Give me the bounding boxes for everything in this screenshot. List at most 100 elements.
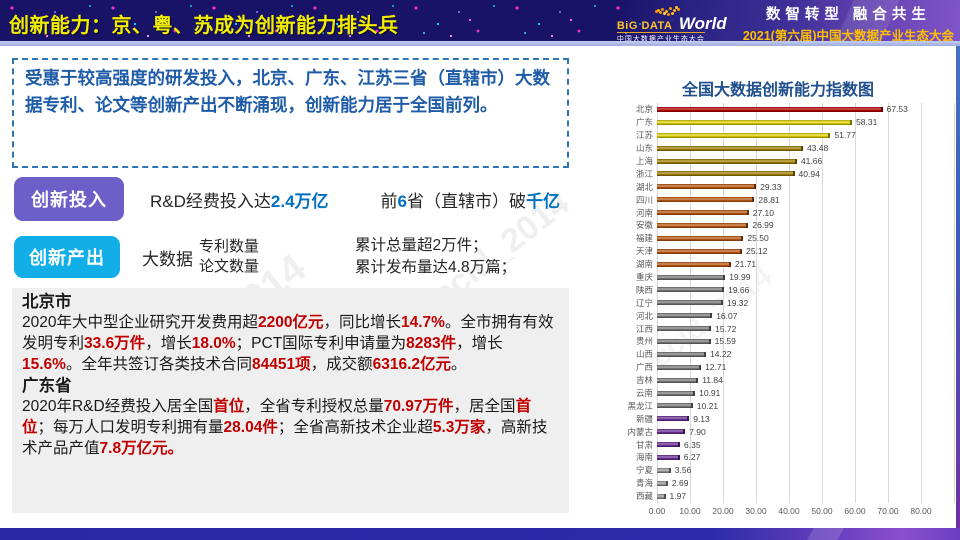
- bar-value-label: 9.13: [693, 413, 710, 424]
- bar-category-label: 重庆: [635, 272, 653, 283]
- header-divider: [0, 41, 960, 46]
- bar-value-label: 6.27: [683, 452, 701, 463]
- bar-value-label: 51.77: [834, 130, 856, 141]
- chart-bar-row: 山东 43.48: [601, 142, 955, 155]
- beijing-heading: 北京市: [22, 293, 72, 311]
- chart-bar: [657, 132, 831, 138]
- chart-bar-row: 甘肃 6.35: [601, 438, 955, 451]
- province-detail-box: 北京市 2020年大中型企业研究开发费用超2200亿元，同比增长14.7%。全市…: [12, 288, 569, 513]
- chart-bar: [657, 300, 723, 306]
- bar-value-label: 28.81: [758, 194, 780, 205]
- chart-bar-row: 河南 27.10: [601, 206, 955, 219]
- bar-value-label: 15.72: [715, 323, 737, 334]
- bar-value-label: 29.33: [760, 181, 782, 192]
- bar-category-label: 湖北: [635, 181, 653, 192]
- innovation-output-row: 创新产出 大数据 专利数量 论文数量 累计总量超2万件； 累计发布量达4.8万篇…: [14, 235, 516, 280]
- bar-category-label: 辽宁: [635, 297, 653, 308]
- bar-value-label: 7.90: [689, 426, 706, 437]
- bar-category-label: 福建: [635, 233, 653, 244]
- right-edge-accent: [956, 46, 960, 528]
- chart-bar: [657, 429, 686, 435]
- bar-value-label: 27.10: [752, 207, 774, 218]
- chart-bar: [657, 454, 680, 460]
- chart-bar-row: 青海 2.69: [601, 477, 955, 490]
- chart-bar-row: 黑龙江 10.21: [601, 399, 955, 412]
- bar-value-label: 19.99: [729, 272, 751, 283]
- chart-bar: [657, 171, 795, 177]
- innovation-investment-badge: 创新投入: [14, 177, 124, 221]
- investment-fact-2: 前6省（直辖市）破千亿: [380, 191, 561, 211]
- chart-bar-row: 湖南 21.71: [601, 258, 955, 271]
- chart-bar-row: 北京 67.53: [601, 103, 955, 116]
- gridline: [855, 103, 856, 503]
- bar-value-label: 10.21: [696, 400, 719, 411]
- gridline: [920, 103, 922, 503]
- gridline: [822, 103, 823, 503]
- conference-brand: BiG DATA World 中国大数据产业生态大会 数智转型 融合共生 202…: [616, 3, 954, 44]
- conference-name: 2021(第六届)中国大数据产业生态大会: [742, 29, 954, 43]
- chart-x-axis: 0.00 10.00 20.00 30.00 40.00 50.00 60.00 70.00 8…: [649, 503, 954, 517]
- chart-bar: [657, 416, 690, 422]
- chart-bar: [657, 210, 749, 216]
- gridline: [954, 103, 955, 503]
- bar-category-label: 河北: [635, 310, 653, 321]
- chart-bar-row: 山西 14.22: [601, 348, 955, 361]
- bar-value-label: 19.32: [726, 297, 749, 308]
- header-brand-background: [620, 0, 960, 41]
- guangdong-paragraph: 2020年R&D经费投入居全国首位，全省专利授权总量70.97万件，居全国首位；…: [22, 398, 548, 457]
- bar-value-label: 67.53: [886, 104, 908, 115]
- bar-value-label: 19.66: [728, 284, 750, 295]
- chart-bar: [657, 326, 712, 332]
- chart-bar: [657, 235, 744, 241]
- chart-bar-row: 辽宁 19.32: [601, 296, 955, 309]
- bar-category-label: 广东: [635, 117, 653, 128]
- chart-bar-row: 重庆 19.99: [601, 271, 955, 284]
- bar-category-label: 天津: [635, 246, 653, 257]
- bar-value-label: 41.66: [800, 156, 823, 166]
- chart-bar-row: 上海 41.66: [601, 155, 955, 168]
- x-axis-tick-label: 80.00: [910, 505, 932, 516]
- intro-summary-box: 受惠于较高强度的研发投入，北京、广东、江苏三省（直辖市）大数据专利、论文等创新产…: [12, 58, 569, 168]
- chart-bar: [657, 390, 696, 396]
- x-axis-tick-label: 10.00: [679, 505, 701, 516]
- chart-bar: [657, 364, 702, 370]
- bar-value-label: 21.71: [734, 259, 757, 270]
- chart-bar-row: 江苏 51.77: [601, 129, 955, 142]
- chart-bar: [657, 467, 671, 473]
- chart-bar: [657, 106, 883, 112]
- chart-title: 全国大数据创新能力指数图: [681, 82, 874, 99]
- x-axis-tick-label: 50.00: [811, 505, 833, 516]
- chart-bar: [657, 377, 699, 383]
- gridline: [888, 103, 889, 503]
- beijing-paragraph: 2020年大中型企业研究开发费用超2200亿元，同比增长14.7%。全市拥有有效…: [22, 314, 554, 373]
- bar-category-label: 浙江: [635, 168, 653, 179]
- x-axis-tick-label: 70.00: [877, 505, 899, 516]
- chart-bar: [657, 493, 666, 499]
- chart-bar: [657, 442, 681, 448]
- chart-bar: [657, 274, 726, 280]
- bar-value-label: 12.71: [705, 362, 727, 373]
- logo-world-text: World: [678, 13, 727, 33]
- chart-bar-row: 云南 10.91: [601, 387, 955, 400]
- output-result-item: 累计发布量达4.8万篇；: [355, 259, 517, 277]
- bar-value-label: 43.48: [806, 143, 829, 154]
- bar-category-label: 内蒙古: [627, 426, 653, 437]
- chart-bar: [657, 197, 755, 203]
- x-axis-tick-label: 20.00: [712, 505, 734, 516]
- chart-bar-row: 吉林 11.84: [601, 374, 955, 387]
- chart-bar: [657, 338, 711, 344]
- bar-category-label: 吉林: [635, 375, 653, 386]
- bar-category-label: 河南: [635, 207, 653, 218]
- bar-category-label: 上海: [635, 156, 653, 166]
- bar-value-label: 1.97: [669, 491, 687, 502]
- bar-category-label: 安徽: [635, 220, 653, 231]
- x-axis-tick-label: 60.00: [844, 505, 866, 516]
- chart-bar-row: 江西 15.72: [601, 322, 955, 335]
- bar-value-label: 6.35: [684, 439, 701, 450]
- bar-category-label: 江西: [635, 323, 653, 334]
- chart-bar-row: 湖北 29.33: [601, 180, 955, 193]
- chart-bar: [657, 287, 725, 293]
- innovation-index-chart: 全国大数据创新能力指数图 北京 67.53 广东 58.31 江苏 51.77 山东 43.4…: [601, 76, 955, 522]
- bar-value-label: 25.12: [746, 246, 768, 257]
- bar-category-label: 贵州: [635, 336, 653, 347]
